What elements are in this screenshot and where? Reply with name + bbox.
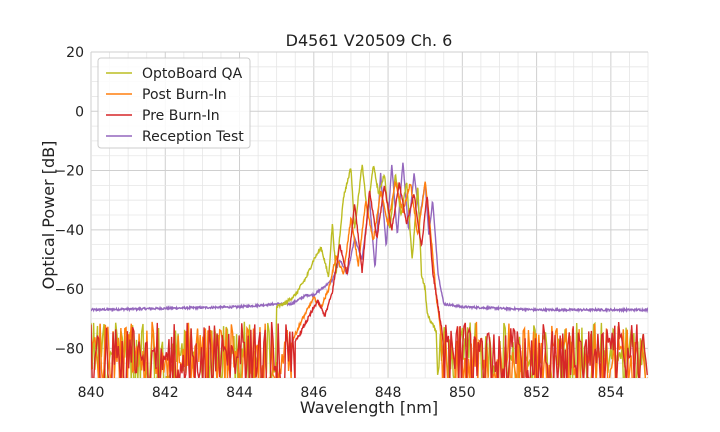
- series-line-pre-burn-in: [91, 182, 648, 378]
- x-tick-label: 840: [78, 385, 105, 401]
- legend-label: Post Burn-In: [142, 87, 227, 103]
- legend-label: Pre Burn-In: [142, 108, 220, 124]
- chart-title: D4561 V20509 Ch. 6: [286, 31, 453, 50]
- y-tick-label: −40: [54, 223, 84, 239]
- axis-ticks: 840 842 844 846 848 850 852 854 20 0 −20 −40 −60 −80: [54, 45, 624, 401]
- y-axis-label: Optical Power [dB]: [39, 141, 58, 290]
- x-tick-label: 848: [375, 385, 402, 401]
- legend: OptoBoard QA Post Burn-In Pre Burn-In Recep…: [97, 57, 251, 149]
- legend-label: Reception Test: [142, 129, 244, 145]
- x-tick-label: 844: [226, 385, 253, 401]
- legend-box: [97, 57, 251, 149]
- x-tick-label: 846: [300, 385, 327, 401]
- y-tick-label: −60: [54, 282, 84, 298]
- x-tick-label: 850: [449, 385, 476, 401]
- y-tick-label: −20: [54, 164, 84, 180]
- series-line-post-burn-in: [91, 181, 648, 378]
- x-tick-label: 854: [597, 385, 624, 401]
- y-tick-label: 0: [75, 104, 84, 120]
- y-tick-label: 20: [66, 45, 84, 61]
- plot-series: [91, 162, 648, 378]
- x-tick-label: 852: [523, 385, 550, 401]
- x-axis-label: Wavelength [nm]: [300, 398, 438, 417]
- y-tick-label: −80: [54, 341, 84, 357]
- legend-label: OptoBoard QA: [142, 66, 243, 82]
- x-tick-label: 842: [152, 385, 179, 401]
